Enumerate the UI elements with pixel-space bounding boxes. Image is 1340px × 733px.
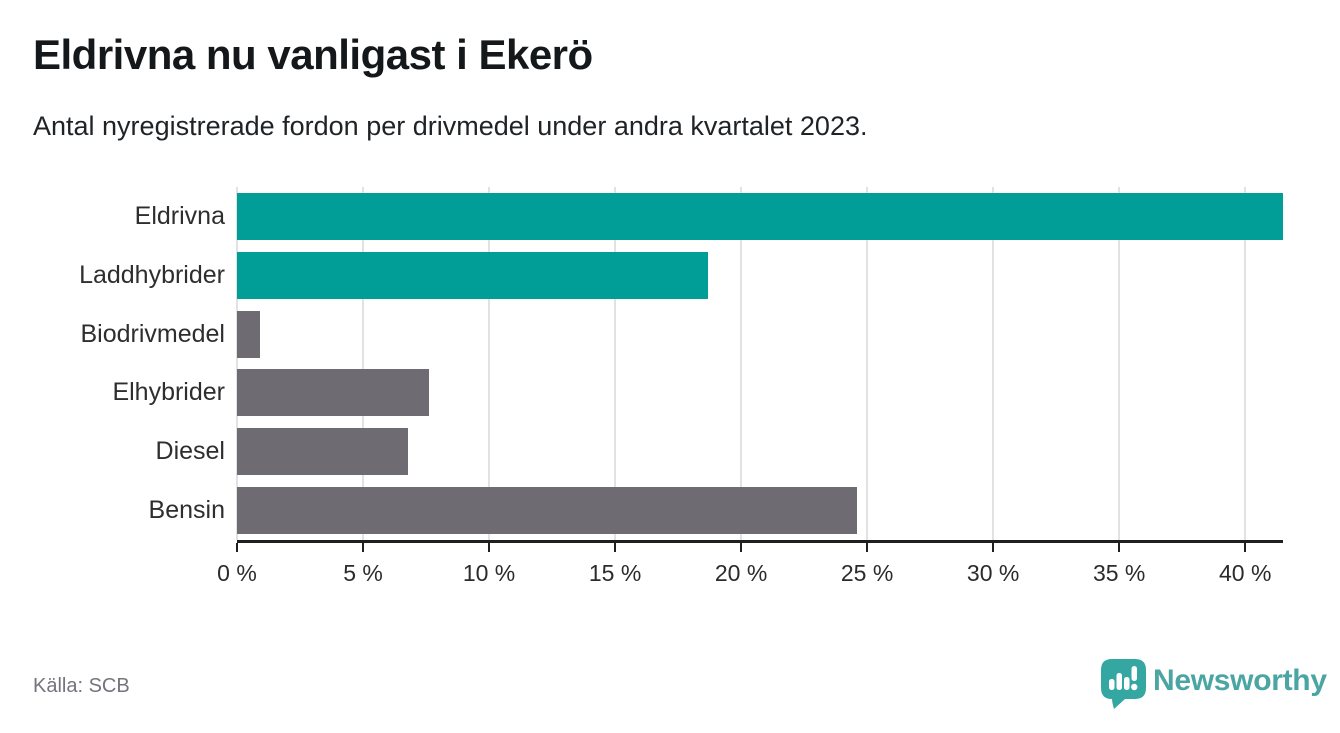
bar-laddhybrider <box>237 251 709 299</box>
gridline <box>740 187 743 540</box>
gridline <box>1244 187 1247 540</box>
gridline <box>614 187 617 540</box>
gridline <box>488 187 491 540</box>
x-axis-tick-label: 5 % <box>343 560 383 586</box>
chart-title: Eldrivna nu vanligast i Ekerö <box>33 31 593 78</box>
newsworthy-badge-icon <box>1101 659 1146 709</box>
x-axis-tick-label: 25 % <box>840 560 894 586</box>
x-axis-tick-label: 35 % <box>1092 560 1146 586</box>
gridline <box>866 187 869 540</box>
bar-biodrivmedel <box>237 310 260 358</box>
gridline <box>236 187 238 540</box>
x-axis-tick-label: 0 % <box>217 560 257 586</box>
x-axis-tick <box>614 543 617 552</box>
x-axis-line <box>237 540 1283 543</box>
x-axis-tick-label: 30 % <box>966 560 1020 586</box>
category-label: Eldrivna <box>134 202 225 230</box>
gridline <box>992 187 995 540</box>
x-axis-tick-label: 20 % <box>714 560 768 586</box>
source-label: Källa: SCB <box>33 675 130 697</box>
x-axis-tick-label: 40 % <box>1218 560 1272 586</box>
bar-diesel <box>237 428 409 476</box>
x-axis-tick <box>236 543 238 552</box>
category-label: Diesel <box>155 437 225 466</box>
x-axis-tick <box>488 543 491 552</box>
x-axis-tick <box>1118 543 1121 552</box>
category-label: Laddhybrider <box>79 260 225 289</box>
chart-subtitle: Antal nyregistrerade fordon per drivmede… <box>33 111 868 141</box>
bar-bensin <box>237 487 858 535</box>
bar-elhybrider <box>237 369 429 417</box>
category-label: Biodrivmedel <box>80 319 225 348</box>
x-axis-tick <box>1244 543 1247 552</box>
x-axis-tick <box>866 543 869 552</box>
x-axis-tick <box>992 543 995 552</box>
x-axis-tick-label: 10 % <box>462 560 516 586</box>
bar-eldrivna <box>237 192 1283 240</box>
newsworthy-logo: Newsworthy <box>1100 658 1327 713</box>
category-label: Elhybrider <box>112 378 225 407</box>
bar-chart: Eldrivna Laddhybrider Biodrivmedel Elhybrid… <box>0 187 1340 607</box>
category-label: Bensin <box>148 496 225 525</box>
x-axis-tick <box>362 543 365 552</box>
x-axis-tick-label: 15 % <box>588 560 642 586</box>
gridline <box>362 187 365 540</box>
newsworthy-wordmark: Newsworthy <box>1153 664 1327 697</box>
x-axis-tick <box>740 543 743 552</box>
gridline <box>1118 187 1121 540</box>
